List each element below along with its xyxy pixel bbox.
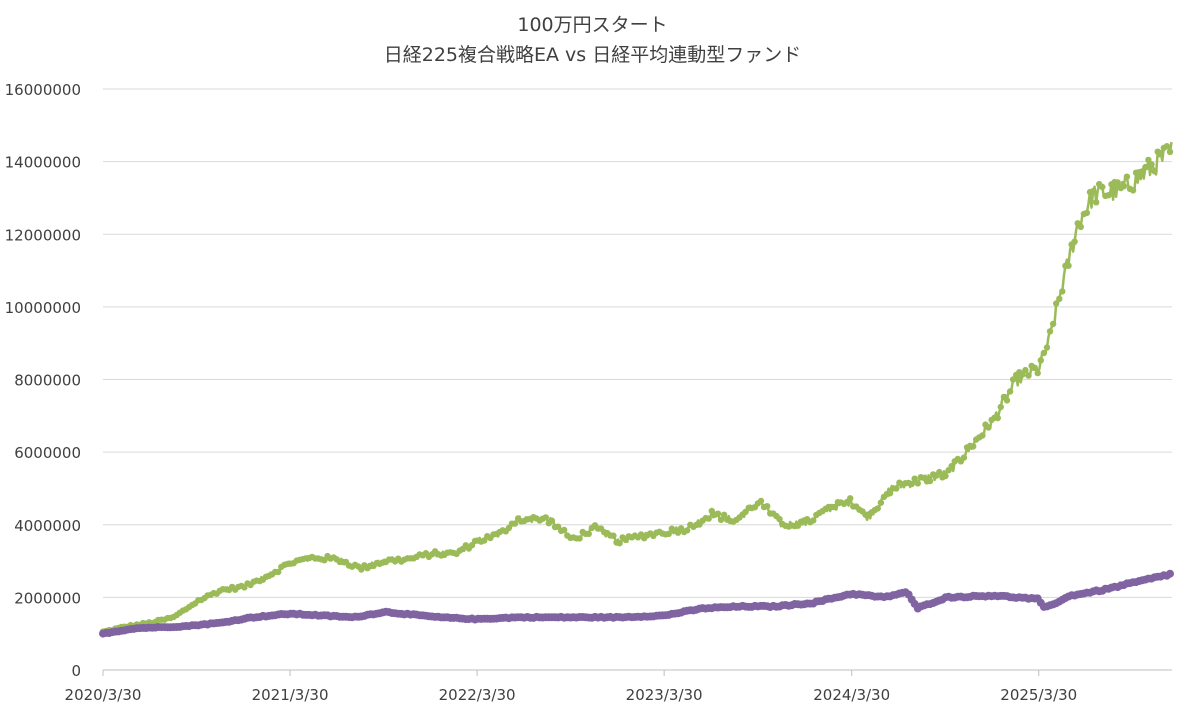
data-point — [908, 480, 915, 488]
data-point — [1129, 187, 1137, 194]
data-point — [1040, 349, 1048, 357]
data-point — [275, 568, 282, 576]
series-line — [102, 141, 1173, 634]
data-point — [720, 511, 728, 518]
data-point — [1003, 397, 1011, 404]
data-point — [1022, 366, 1029, 374]
data-point — [1142, 163, 1149, 171]
data-point — [542, 514, 549, 521]
data-point — [1056, 295, 1063, 302]
data-point — [1059, 288, 1066, 295]
chart-subtitle: 日経225複合戦略EA vs 日経平均連動型ファンド — [383, 44, 802, 66]
data-point — [1123, 173, 1131, 180]
x-tick-label: 2023/3/30 — [626, 686, 703, 704]
data-point — [1034, 369, 1041, 377]
data-point — [1031, 364, 1038, 371]
data-point — [1043, 344, 1051, 351]
data-point — [926, 477, 934, 485]
series-fund — [99, 569, 1174, 638]
data-point — [1065, 262, 1072, 269]
data-point — [979, 432, 986, 439]
data-point — [714, 510, 722, 517]
data-point — [1046, 328, 1054, 335]
data-point — [936, 468, 943, 476]
y-tick-label: 14000000 — [5, 154, 81, 172]
y-tick-label: 12000000 — [5, 226, 81, 244]
data-point — [847, 495, 854, 502]
data-point — [1071, 238, 1078, 245]
x-tick-label: 2021/3/30 — [252, 686, 329, 704]
x-tick-label: 2022/3/30 — [439, 686, 516, 704]
data-point — [831, 503, 838, 511]
data-point — [970, 443, 977, 450]
data-point — [616, 540, 623, 547]
data-point — [776, 515, 783, 523]
data-point — [1053, 300, 1060, 307]
data-point — [886, 490, 894, 497]
data-point — [1157, 149, 1164, 157]
y-tick-label: 2000000 — [14, 589, 81, 607]
data-point — [561, 526, 568, 534]
data-point — [1089, 188, 1097, 195]
data-point — [585, 530, 592, 537]
y-tick-label: 4000000 — [14, 517, 81, 535]
data-point — [757, 497, 765, 505]
data-point — [810, 517, 817, 524]
data-point — [1114, 179, 1121, 186]
data-point — [994, 414, 1001, 422]
x-tick-label: 2020/3/30 — [65, 686, 142, 704]
data-point — [717, 516, 725, 523]
y-tick-label: 8000000 — [14, 372, 81, 390]
data-point — [942, 472, 949, 480]
data-point — [665, 530, 672, 537]
data-point — [985, 424, 992, 431]
data-point — [911, 475, 918, 482]
series-ea — [99, 141, 1174, 635]
data-point — [960, 454, 968, 461]
data-point — [1093, 199, 1100, 206]
data-point — [1019, 371, 1026, 378]
data-point — [877, 499, 885, 506]
y-tick-label: 10000000 — [5, 299, 81, 317]
data-point — [874, 505, 881, 512]
data-point — [948, 462, 955, 470]
data-point — [1025, 372, 1032, 379]
data-point — [997, 403, 1004, 411]
data-point — [1049, 320, 1057, 328]
data-point — [1120, 183, 1128, 190]
data-point — [1148, 161, 1155, 168]
y-tick-label: 6000000 — [14, 444, 81, 462]
data-point — [1151, 168, 1158, 175]
data-point — [893, 485, 900, 492]
y-tick-label: 0 — [71, 662, 81, 680]
data-point — [1099, 183, 1106, 191]
data-point — [1163, 143, 1171, 150]
data-point — [1105, 192, 1112, 199]
data-point — [576, 535, 583, 542]
data-point — [1006, 388, 1014, 395]
data-point — [1166, 148, 1174, 155]
data-point — [511, 520, 519, 527]
data-point — [1037, 357, 1045, 364]
data-point — [914, 480, 921, 487]
x-tick-label: 2025/3/30 — [1000, 686, 1077, 704]
data-point — [1083, 209, 1091, 217]
data-point — [610, 532, 617, 539]
data-point — [705, 515, 712, 522]
chart-title: 100万円スタート — [517, 14, 668, 36]
data-point — [684, 527, 691, 534]
data-point — [1077, 223, 1085, 231]
data-point — [548, 517, 556, 524]
y-tick-label: 16000000 — [5, 81, 81, 99]
data-point — [764, 503, 771, 510]
x-tick-label: 2024/3/30 — [813, 686, 890, 704]
data-point — [1009, 376, 1017, 383]
data-point — [1166, 569, 1174, 578]
